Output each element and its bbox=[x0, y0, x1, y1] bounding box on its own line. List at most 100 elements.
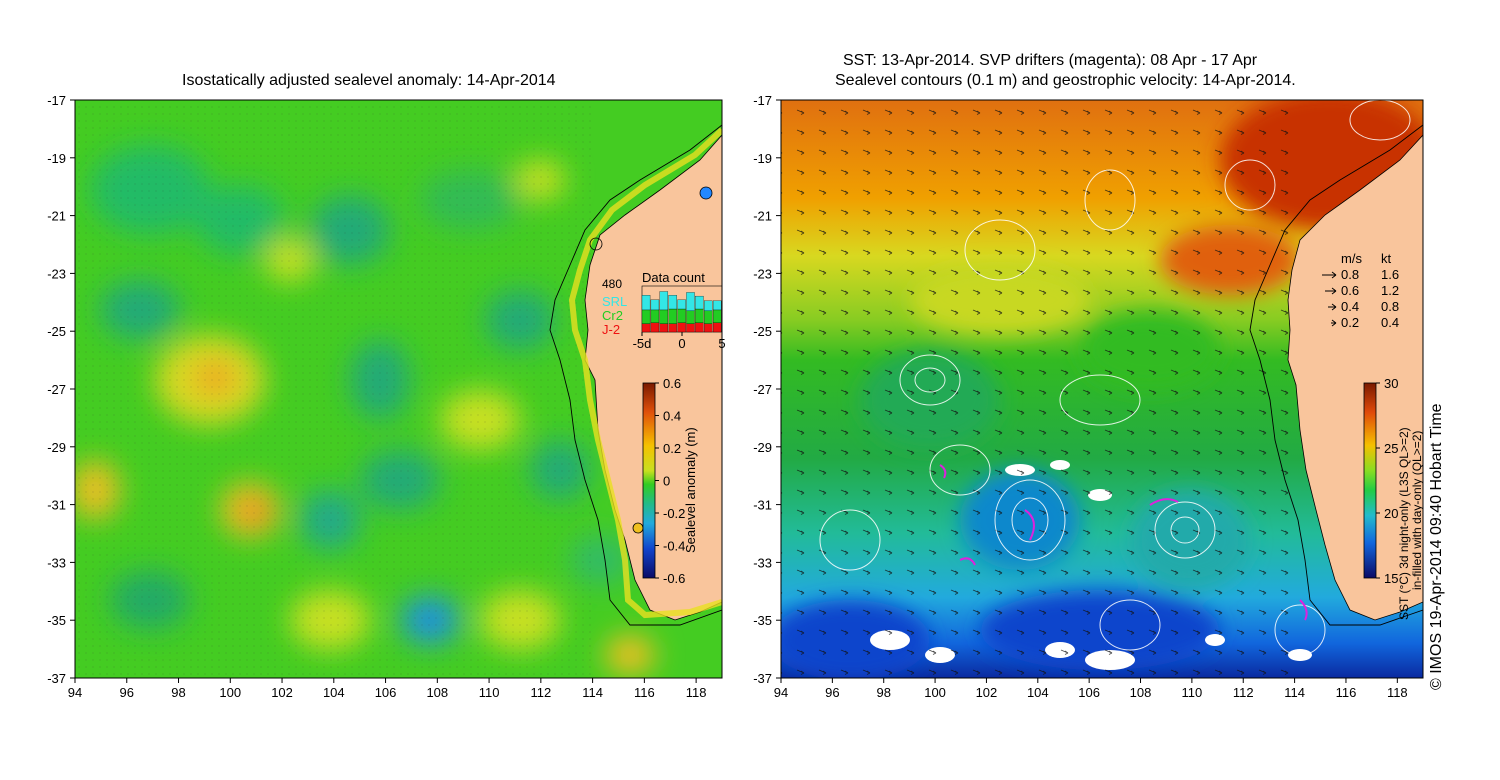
x-tick-label: 100 bbox=[219, 685, 241, 700]
x-tick-label: 96 bbox=[825, 685, 839, 700]
sst-map: 94 96 98 100 102 104 106 108 110 112 114 116 118 -17 -… bbox=[753, 93, 1424, 700]
velocity-arrow-glyph bbox=[1331, 319, 1337, 327]
data-count-bar-srl bbox=[686, 292, 695, 311]
velocity-legend: m/s kt 0.8 1.60.6 1.20.4 0.80.2 0.4 bbox=[1322, 251, 1399, 330]
sealevel-anomaly-map: 94 96 98 100 102 104 106 108 110 112 114 116 118 -17 -… bbox=[47, 93, 726, 700]
y-tick-label: -29 bbox=[47, 440, 66, 455]
x-tick-label: 116 bbox=[1336, 685, 1357, 700]
data-count-bar-srl bbox=[704, 300, 713, 311]
sst-colorbar bbox=[1363, 382, 1377, 579]
velocity-kt-value: 0.8 bbox=[1381, 299, 1399, 314]
x-tick-label: 108 bbox=[1130, 685, 1152, 700]
right-panel-title-line1: SST: 13-Apr-2014. SVP drifters (magenta)… bbox=[843, 52, 1258, 69]
sla-colorbar-ticks: 0.6 0.4 0.2 0 -0.2 -0.4 -0.6 bbox=[655, 376, 685, 586]
y-tick-label: -37 bbox=[47, 671, 66, 686]
y-tick-label: -31 bbox=[47, 498, 66, 513]
y-tick-label: -23 bbox=[47, 266, 66, 281]
y-tick-label: -17 bbox=[47, 93, 66, 108]
velocity-arrow-glyph bbox=[1325, 287, 1337, 295]
y-tick-label: -35 bbox=[47, 613, 66, 628]
x-tick-label: 98 bbox=[171, 685, 185, 700]
data-count-bar-srl bbox=[659, 291, 669, 311]
y-tick-label: -33 bbox=[47, 555, 66, 570]
velocity-kt-value: 1.6 bbox=[1381, 267, 1399, 282]
x-tick-label: 118 bbox=[1387, 685, 1408, 700]
x-tick-label: 114 bbox=[1284, 685, 1305, 700]
colorbar-tick-label: 15 bbox=[1384, 571, 1398, 586]
velocity-arrow-glyph bbox=[1328, 303, 1337, 311]
data-count-bar-srl bbox=[695, 295, 704, 310]
y-tick-label: -37 bbox=[753, 671, 772, 686]
x-tick-label: 102 bbox=[271, 685, 293, 700]
colorbar-tick-label: -0.2 bbox=[663, 506, 685, 521]
sla-field bbox=[75, 100, 722, 678]
x-tick-label: 102 bbox=[976, 685, 998, 700]
velocity-legend-ms-header: m/s bbox=[1341, 251, 1362, 266]
y-tick-label: -23 bbox=[753, 266, 772, 281]
data-count-x-label: -5d bbox=[633, 336, 652, 351]
y-tick-label: -29 bbox=[753, 440, 772, 455]
australia-land-left bbox=[584, 134, 722, 621]
x-tick-label: 96 bbox=[120, 685, 134, 700]
colorbar-tick-label: 25 bbox=[1384, 441, 1398, 456]
y-tick-label: -21 bbox=[753, 209, 772, 224]
y-tick-label: -27 bbox=[47, 382, 66, 397]
data-count-legend-srl: SRL bbox=[602, 294, 627, 309]
data-count-title: Data count bbox=[642, 270, 705, 285]
colorbar-tick-label: -0.4 bbox=[663, 539, 685, 554]
x-tick-label: 104 bbox=[1027, 685, 1049, 700]
sla-colorbar-label: Sealevel anomaly (m) bbox=[683, 427, 698, 553]
x-tick-label: 116 bbox=[634, 685, 655, 700]
colorbar-tick-label: 0.6 bbox=[663, 376, 681, 391]
colorbar-tick-label: 0 bbox=[663, 474, 670, 489]
data-count-bar-srl bbox=[677, 299, 686, 310]
sst-colorbar-label-line2: in-filled with day-only (QL>=2) bbox=[1410, 430, 1424, 590]
y-tick-label: -27 bbox=[753, 382, 772, 397]
sst-colorbar-label-line1: SST (°C) 3d night-only (L3S QL>=2) bbox=[1397, 427, 1411, 620]
x-tick-label: 94 bbox=[68, 685, 82, 700]
colorbar-tick-label: 0.4 bbox=[663, 409, 681, 424]
y-tick-label: -21 bbox=[47, 209, 66, 224]
imos-copyright: © IMOS 19-Apr-2014 09:40 Hobart Time bbox=[1428, 403, 1445, 690]
australia-land-right bbox=[1287, 134, 1423, 621]
data-count-bar-srl bbox=[668, 295, 677, 310]
y-tick-label: -31 bbox=[753, 498, 772, 513]
x-tick-label: 114 bbox=[582, 685, 603, 700]
data-count-bar-srl bbox=[650, 299, 660, 311]
x-tick-label: 100 bbox=[924, 685, 946, 700]
x-tick-label: 106 bbox=[1078, 685, 1100, 700]
sst-colorbar-ticks: 30 25 20 15 bbox=[1376, 376, 1398, 586]
x-tick-label: 108 bbox=[426, 685, 448, 700]
x-tick-label: 110 bbox=[479, 685, 500, 700]
data-count-bar-srl bbox=[641, 295, 651, 311]
y-tick-label: -19 bbox=[47, 151, 66, 166]
data-count-x-label: 5 bbox=[718, 336, 725, 351]
data-count-max: 480 bbox=[602, 277, 622, 291]
svp-drifters bbox=[939, 464, 1308, 621]
x-tick-label: 98 bbox=[876, 685, 890, 700]
velocity-ms-value: 0.8 bbox=[1341, 267, 1359, 282]
y-tick-label: -35 bbox=[753, 613, 772, 628]
x-tick-label: 112 bbox=[530, 685, 551, 700]
x-tick-label: 110 bbox=[1182, 685, 1203, 700]
colorbar-tick-label: 30 bbox=[1384, 376, 1398, 391]
y-tick-label: -25 bbox=[47, 324, 66, 339]
velocity-ms-value: 0.2 bbox=[1341, 315, 1359, 330]
x-tick-label: 112 bbox=[1233, 685, 1254, 700]
velocity-ms-value: 0.6 bbox=[1341, 283, 1359, 298]
colorbar-tick-label: -0.6 bbox=[663, 571, 685, 586]
x-tick-label: 104 bbox=[323, 685, 345, 700]
velocity-kt-value: 1.2 bbox=[1381, 283, 1399, 298]
velocity-legend-kt-header: kt bbox=[1381, 251, 1392, 266]
data-count-legend-cr2: Cr2 bbox=[602, 308, 623, 323]
colorbar-tick-label: 0.2 bbox=[663, 441, 681, 456]
sealevel-contours bbox=[819, 100, 1411, 656]
right-panel-title-line2: Sealevel contours (0.1 m) and geostrophi… bbox=[835, 72, 1296, 89]
colorbar-tick-label: 20 bbox=[1384, 506, 1398, 521]
data-count-bar-srl bbox=[712, 300, 722, 311]
x-tick-label: 94 bbox=[774, 685, 788, 700]
sst-field bbox=[781, 100, 1423, 678]
right-map-axes: 94 96 98 100 102 104 106 108 110 112 114 116 118 -17 -… bbox=[753, 93, 1407, 700]
velocity-kt-value: 0.4 bbox=[1381, 315, 1399, 330]
